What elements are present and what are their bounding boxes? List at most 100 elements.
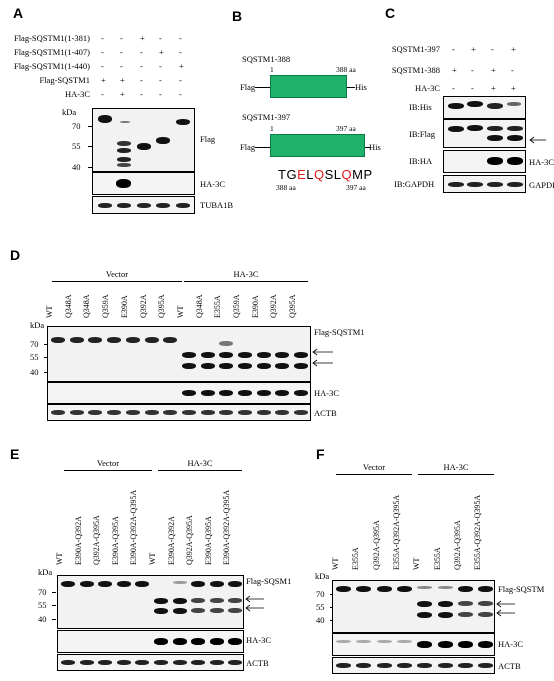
lane-label: Q392A-Q395A bbox=[371, 520, 381, 570]
lane-label: E355A-Q392A-Q395A bbox=[473, 494, 483, 570]
condition-sign: - bbox=[140, 75, 143, 85]
blot-band bbox=[417, 641, 433, 648]
marker-label: 70 bbox=[30, 339, 39, 349]
lane-label: E355A bbox=[213, 295, 223, 318]
blot-band bbox=[200, 410, 215, 415]
condition-label: HA-3C bbox=[64, 89, 90, 99]
blot-band bbox=[181, 363, 196, 369]
condition-sign: - bbox=[491, 44, 494, 54]
construct1-end: 388 aa bbox=[336, 65, 356, 74]
blot-band bbox=[135, 581, 150, 587]
blot-band bbox=[154, 660, 168, 665]
blot-band bbox=[238, 363, 252, 369]
panel-label-c: C bbox=[385, 5, 396, 21]
blot-band bbox=[336, 663, 351, 668]
panel-c-right-gapdh: GAPDH bbox=[529, 180, 554, 190]
marker-label: 55 bbox=[316, 602, 325, 612]
condition-sign: - bbox=[101, 61, 104, 71]
group-underline bbox=[52, 281, 182, 282]
panel-a-label-tuba1b: TUBA1B bbox=[200, 200, 234, 210]
marker-label: 55 bbox=[38, 600, 47, 610]
lane-label: Q359A bbox=[101, 294, 111, 318]
lane-label: Q348A bbox=[194, 294, 204, 318]
lane-label: E390A-Q392A-Q395A bbox=[129, 489, 139, 565]
panel-a-ha3c-blot bbox=[92, 172, 195, 195]
panel-c-ib-his: IB:His bbox=[409, 102, 432, 112]
blot-band bbox=[396, 663, 412, 668]
blot-band bbox=[238, 352, 252, 358]
blot-band bbox=[61, 581, 75, 587]
group-underline bbox=[184, 281, 308, 282]
blot-band bbox=[172, 581, 187, 584]
blot-band bbox=[144, 410, 159, 415]
panel-label-a: A bbox=[13, 5, 24, 21]
panel-label-b: B bbox=[232, 8, 243, 24]
panel-c-arrow bbox=[529, 136, 546, 144]
lane-label: WT bbox=[45, 305, 54, 318]
marker-tick bbox=[52, 619, 56, 620]
blot-band bbox=[98, 660, 113, 665]
panel-c-his-blot bbox=[443, 96, 526, 119]
blot-band bbox=[437, 663, 453, 668]
seq-start: 388 aa bbox=[276, 183, 296, 192]
blot-band bbox=[200, 390, 215, 396]
lane-label: Q359A bbox=[232, 294, 241, 318]
condition-sign: - bbox=[452, 44, 455, 54]
lane-label: E355A bbox=[432, 547, 442, 570]
blot-band bbox=[163, 410, 178, 415]
panel-e-arrows bbox=[245, 595, 264, 612]
construct1-flag: Flag bbox=[240, 82, 256, 92]
condition-sign: - bbox=[159, 61, 162, 71]
blot-band bbox=[437, 612, 453, 618]
group-underline bbox=[64, 470, 152, 471]
blot-band bbox=[478, 663, 494, 668]
blot-band bbox=[437, 641, 453, 648]
lane-label: Q392A-Q395A bbox=[92, 515, 102, 565]
condition-sign: - bbox=[471, 65, 474, 75]
construct2-line-right bbox=[365, 147, 371, 148]
blot-band bbox=[98, 581, 113, 587]
marker-label: 70 bbox=[316, 589, 325, 599]
group-label: HA-3C bbox=[233, 269, 259, 279]
panel-e-label-ha3c: HA-3C bbox=[246, 635, 272, 645]
condition-label: Flag-SQSTM1(1-381) bbox=[13, 33, 90, 43]
blot-band bbox=[107, 410, 122, 415]
panel-e-label-actb: ACTB bbox=[246, 658, 269, 668]
blot-band bbox=[209, 660, 224, 665]
blot-band bbox=[191, 660, 206, 665]
construct2-start: 1 bbox=[270, 124, 274, 133]
blot-band bbox=[116, 581, 131, 587]
blot-band bbox=[275, 352, 290, 358]
panel-d-flag-blot bbox=[47, 326, 311, 382]
marker-tick bbox=[52, 592, 56, 593]
blot-band bbox=[219, 352, 234, 358]
panel-a-flag-blot bbox=[92, 108, 195, 172]
blot-band bbox=[238, 390, 252, 396]
lane-label: E390A-Q392A-Q395A bbox=[222, 489, 232, 565]
marker-label: 70 bbox=[38, 587, 47, 597]
lane-label: E390A bbox=[250, 295, 260, 318]
group-label: HA-3C bbox=[443, 462, 469, 472]
blot-band bbox=[238, 410, 252, 415]
construct1-start: 1 bbox=[270, 65, 274, 74]
panel-d-label-ha3c: HA-3C bbox=[314, 388, 340, 398]
condition-sign: - bbox=[120, 33, 123, 43]
marker-label: 55 bbox=[30, 352, 39, 362]
blot-band bbox=[219, 341, 234, 346]
panel-label-f: F bbox=[316, 446, 325, 462]
construct2-box bbox=[270, 134, 365, 157]
blot-band bbox=[79, 660, 94, 665]
blot-band bbox=[457, 601, 473, 606]
blot-band bbox=[478, 601, 494, 606]
lane-label: WT bbox=[148, 552, 157, 565]
blot-band bbox=[478, 586, 494, 592]
blot-band bbox=[125, 337, 140, 343]
condition-sign: + bbox=[179, 61, 184, 71]
blot-band bbox=[181, 352, 196, 358]
condition-sign: - bbox=[179, 47, 182, 57]
blot-band bbox=[478, 612, 494, 617]
blot-band bbox=[181, 410, 196, 415]
lane-label: Q348A bbox=[82, 294, 92, 318]
lane-label: E390A-Q392A bbox=[166, 516, 176, 565]
panel-d-ha3c-blot bbox=[47, 382, 311, 404]
